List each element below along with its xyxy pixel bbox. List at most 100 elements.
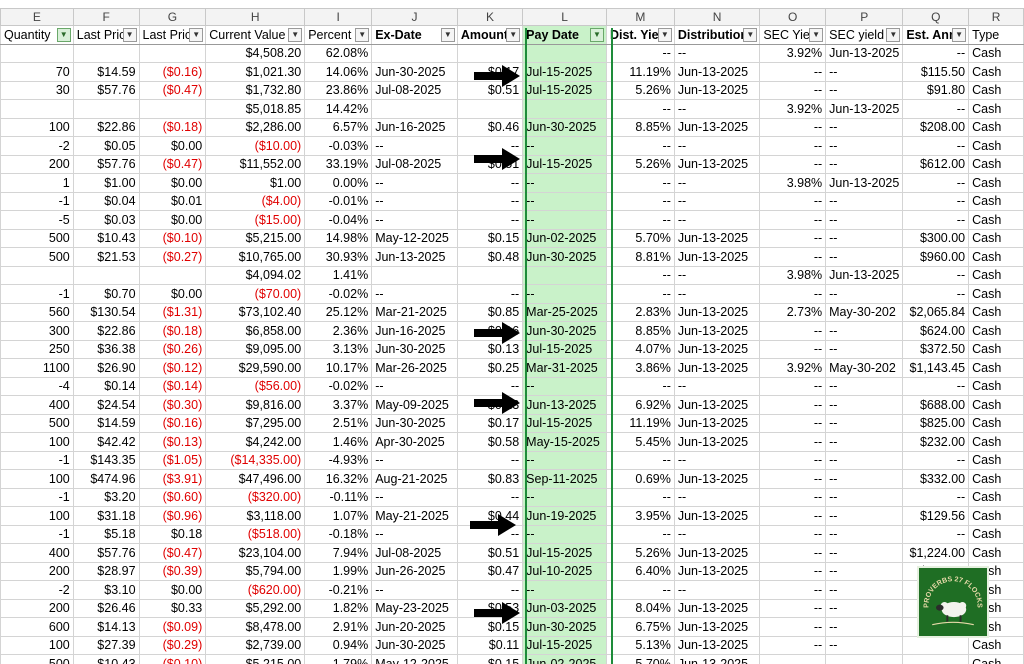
cell[interactable]: --	[825, 80, 904, 100]
cell[interactable]: 100	[0, 506, 74, 526]
cell[interactable]: Jun-13-2025	[673, 302, 761, 322]
cell[interactable]: 0.94%	[304, 635, 373, 655]
cell[interactable]	[0, 99, 74, 119]
cell[interactable]: $2,065.84	[902, 302, 970, 322]
cell[interactable]: --	[902, 450, 970, 470]
column-letter-e[interactable]: E	[0, 8, 74, 26]
cell[interactable]: Jun-13-2025	[825, 265, 904, 285]
cell[interactable]: --	[902, 265, 970, 285]
cell[interactable]: --	[825, 543, 904, 563]
cell[interactable]: --	[759, 339, 827, 359]
cell[interactable]: $130.54	[72, 302, 140, 322]
cell[interactable]: $0.17	[456, 413, 524, 433]
cell[interactable]: --	[825, 506, 904, 526]
cell[interactable]: ($0.60)	[138, 487, 207, 507]
cell[interactable]: Jul-15-2025	[522, 543, 607, 563]
cell[interactable]: 14.98%	[304, 228, 373, 248]
cell[interactable]: Cash	[968, 62, 1024, 82]
cell[interactable]: $0.70	[72, 284, 140, 304]
cell[interactable]	[522, 99, 607, 119]
cell[interactable]: Cash	[968, 284, 1024, 304]
cell[interactable]: ($518.00)	[205, 524, 306, 544]
cell[interactable]: -1	[0, 487, 74, 507]
cell[interactable]: Jun-30-2025	[522, 117, 607, 137]
cell[interactable]: ($56.00)	[205, 376, 306, 396]
cell[interactable]: $42.42	[72, 432, 140, 452]
column-letter-j[interactable]: J	[371, 8, 458, 26]
cell[interactable]: 25.12%	[304, 302, 373, 322]
cell[interactable]: --	[456, 191, 524, 211]
cell[interactable]: --	[759, 413, 827, 433]
cell[interactable]: --	[825, 136, 904, 156]
cell[interactable]: --	[522, 450, 607, 470]
cell[interactable]: 200	[0, 561, 74, 581]
cell[interactable]: Jul-08-2025	[371, 80, 458, 100]
header-est-ann[interactable]: Est. Ann ▼	[902, 25, 970, 45]
cell[interactable]: Jun-30-2025	[371, 413, 458, 433]
cell[interactable]	[371, 43, 458, 63]
cell[interactable]: Jun-13-2025	[825, 173, 904, 193]
cell[interactable]: 1.82%	[304, 598, 373, 618]
cell[interactable]: Jun-13-2025	[673, 154, 761, 174]
cell[interactable]: 6.57%	[304, 117, 373, 137]
cell[interactable]: $27.39	[72, 635, 140, 655]
cell[interactable]: Jun-03-2025	[522, 598, 607, 618]
cell[interactable]: -0.02%	[304, 376, 373, 396]
cell[interactable]: --	[825, 154, 904, 174]
cell[interactable]: 2.83%	[605, 302, 675, 322]
cell[interactable]	[138, 43, 207, 63]
cell[interactable]: $0.83	[456, 469, 524, 489]
cell[interactable]: ($0.47)	[138, 543, 207, 563]
cell[interactable]: --	[371, 136, 458, 156]
cell[interactable]: --	[673, 173, 761, 193]
cell[interactable]: ($0.47)	[138, 80, 207, 100]
cell[interactable]: $57.76	[72, 543, 140, 563]
cell[interactable]	[522, 43, 607, 63]
cell[interactable]: $474.96	[72, 469, 140, 489]
cell[interactable]: 3.86%	[605, 358, 675, 378]
filter-dropdown-icon[interactable]: ▼	[440, 28, 455, 42]
cell[interactable]: ($0.10)	[138, 654, 207, 664]
filter-active-icon[interactable]: ▼	[56, 28, 71, 42]
cell[interactable]: Mar-25-2025	[522, 302, 607, 322]
cell[interactable]: --	[825, 469, 904, 489]
cell[interactable]: $115.50	[902, 62, 970, 82]
cell[interactable]: --	[759, 524, 827, 544]
cell[interactable]: $21.53	[72, 247, 140, 267]
cell[interactable]: --	[673, 265, 761, 285]
cell[interactable]: Cash	[968, 154, 1024, 174]
cell[interactable]: --	[456, 284, 524, 304]
cell[interactable]: 250	[0, 339, 74, 359]
cell[interactable]: $91.80	[902, 80, 970, 100]
cell[interactable]: 1.46%	[304, 432, 373, 452]
cell[interactable]: Jun-13-2025	[673, 247, 761, 267]
cell[interactable]: Jun-13-2025	[825, 99, 904, 119]
cell[interactable]: --	[825, 413, 904, 433]
cell[interactable]: 3.98%	[759, 265, 827, 285]
cell[interactable]	[456, 99, 524, 119]
cell[interactable]: Jun-30-2025	[522, 247, 607, 267]
cell[interactable]: 3.98%	[759, 173, 827, 193]
cell[interactable]: $612.00	[902, 154, 970, 174]
cell[interactable]: --	[456, 487, 524, 507]
cell[interactable]: --	[673, 99, 761, 119]
cell[interactable]: Jun-13-2025	[673, 469, 761, 489]
cell[interactable]: 14.42%	[304, 99, 373, 119]
filter-dropdown-icon[interactable]: ▼	[355, 28, 370, 42]
cell[interactable]: --	[673, 524, 761, 544]
cell[interactable]: ($4.00)	[205, 191, 306, 211]
cell[interactable]: Jun-13-2025	[673, 62, 761, 82]
cell[interactable]: Jun-13-2025	[673, 598, 761, 618]
cell[interactable]: --	[371, 173, 458, 193]
cell[interactable]: $129.56	[902, 506, 970, 526]
cell[interactable]: --	[825, 635, 904, 655]
cell[interactable]: -5	[0, 210, 74, 230]
cell[interactable]: $3.10	[72, 580, 140, 600]
cell[interactable]: --	[902, 524, 970, 544]
cell[interactable]: --	[605, 580, 675, 600]
cell[interactable]: 8.85%	[605, 117, 675, 137]
cell[interactable]: Jun-02-2025	[522, 654, 607, 664]
cell[interactable]: 1100	[0, 358, 74, 378]
cell[interactable]: Cash	[968, 654, 1024, 664]
cell[interactable]: ($0.47)	[138, 154, 207, 174]
